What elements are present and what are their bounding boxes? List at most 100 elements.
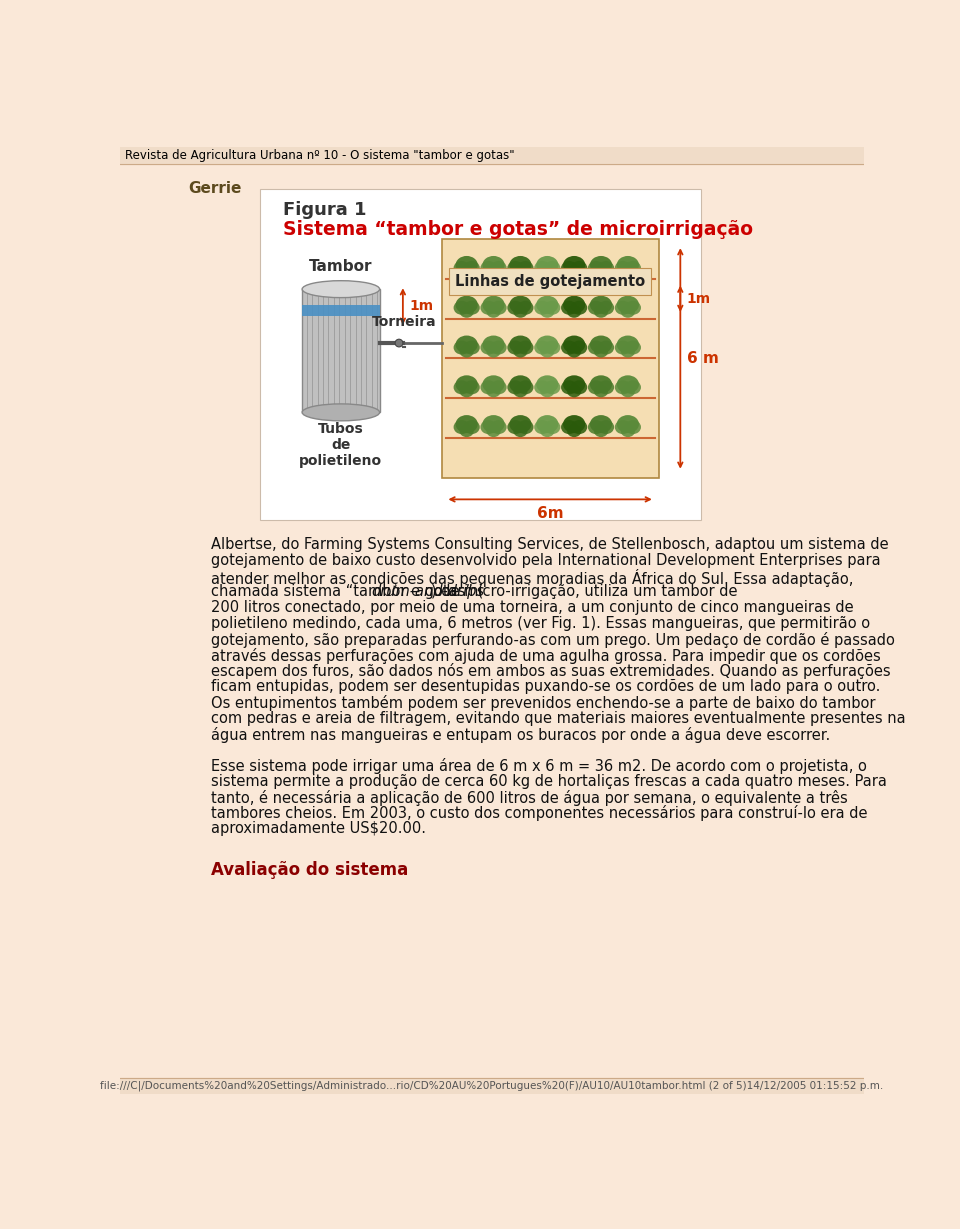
Text: atender melhor as condições das pequenas moradias da África do Sul. Essa adaptaç: atender melhor as condições das pequenas… [211,569,853,586]
Text: ficam entupidas, podem ser desentupidas puxando-se os cordões de um lado para o : ficam entupidas, podem ser desentupidas … [211,680,881,694]
Ellipse shape [614,261,631,275]
Ellipse shape [540,265,554,278]
Ellipse shape [491,380,507,395]
Ellipse shape [507,340,523,354]
Ellipse shape [480,301,496,315]
Ellipse shape [588,261,604,275]
Text: Os entupimentos também podem ser prevenidos enchendo-se a parte de baixo do tamb: Os entupimentos também podem ser preveni… [211,694,876,710]
Ellipse shape [460,265,473,278]
Ellipse shape [456,375,478,393]
Ellipse shape [514,425,527,438]
Text: aproximadamente US$20.00.: aproximadamente US$20.00. [211,821,426,836]
Ellipse shape [453,340,469,354]
Ellipse shape [487,386,500,397]
Ellipse shape [507,380,523,395]
Ellipse shape [537,296,559,313]
Text: Torneira: Torneira [372,315,437,329]
Text: chamada sistema “tambor e gotas” (: chamada sistema “tambor e gotas” ( [211,585,484,600]
Ellipse shape [460,425,473,438]
Ellipse shape [617,415,639,433]
Ellipse shape [487,345,500,358]
Ellipse shape [590,296,612,313]
Ellipse shape [590,256,612,274]
Ellipse shape [564,256,586,274]
Ellipse shape [571,340,588,354]
Ellipse shape [594,425,608,438]
Ellipse shape [614,380,631,395]
Ellipse shape [625,420,641,434]
Bar [259,189,701,520]
Ellipse shape [544,420,561,434]
Ellipse shape [456,336,478,354]
Ellipse shape [564,375,586,393]
Ellipse shape [544,340,561,354]
Ellipse shape [517,261,534,275]
Ellipse shape [590,375,612,393]
Ellipse shape [517,380,534,395]
Bar [120,1078,864,1094]
Text: polietileno medindo, cada uma, 6 metros (ver Fig. 1). Essas mangueiras, que perm: polietileno medindo, cada uma, 6 metros … [211,616,871,630]
Ellipse shape [487,306,500,318]
Ellipse shape [480,380,496,395]
Ellipse shape [487,265,500,278]
Ellipse shape [464,380,480,395]
Ellipse shape [621,306,635,318]
Ellipse shape [544,380,561,395]
Ellipse shape [621,386,635,397]
Ellipse shape [567,265,581,278]
Text: tanto, é necessária a aplicação de 600 litros de água por semana, o equivalente : tanto, é necessária a aplicação de 600 l… [211,790,849,806]
Ellipse shape [544,261,561,275]
Ellipse shape [561,380,577,395]
Text: file:///C|/Documents%20and%20Settings/Administrado...rio/CD%20AU%20Portugues%20(: file:///C|/Documents%20and%20Settings/Ad… [101,1080,883,1091]
Ellipse shape [540,306,554,318]
Ellipse shape [598,301,614,315]
Ellipse shape [588,301,604,315]
Ellipse shape [517,301,534,315]
Ellipse shape [464,420,480,434]
Ellipse shape [534,301,550,315]
Ellipse shape [617,336,639,354]
Ellipse shape [598,380,614,395]
Ellipse shape [534,261,550,275]
Ellipse shape [460,306,473,318]
Ellipse shape [617,375,639,393]
Text: gotejamento de baixo custo desenvolvido pela International Development Enterpris: gotejamento de baixo custo desenvolvido … [211,553,881,568]
Ellipse shape [598,261,614,275]
Ellipse shape [561,420,577,434]
Ellipse shape [567,306,581,318]
Ellipse shape [534,420,550,434]
Ellipse shape [483,415,505,433]
Ellipse shape [537,336,559,354]
Ellipse shape [561,301,577,315]
Ellipse shape [571,380,588,395]
Ellipse shape [507,301,523,315]
Ellipse shape [510,415,532,433]
Text: Sistema “tambor e gotas” de microirrigação: Sistema “tambor e gotas” de microirrigaç… [283,220,753,238]
Ellipse shape [594,345,608,358]
Ellipse shape [588,340,604,354]
Ellipse shape [480,340,496,354]
Ellipse shape [537,256,559,274]
Text: Avaliação do sistema: Avaliação do sistema [211,860,409,879]
Text: Esse sistema pode irrigar uma área de 6 m x 6 m = 36 m2. De acordo com o projeti: Esse sistema pode irrigar uma área de 6 … [211,758,867,774]
Ellipse shape [567,386,581,397]
Ellipse shape [621,265,635,278]
Ellipse shape [483,256,505,274]
Ellipse shape [625,380,641,395]
Text: água entrem nas mangueiras e entupam os buracos por onde a água deve escorrer.: água entrem nas mangueiras e entupam os … [211,726,830,742]
Ellipse shape [625,261,641,275]
Ellipse shape [453,420,469,434]
Ellipse shape [617,296,639,313]
Text: ) de micro-irrigação, utiliza um tambor de: ) de micro-irrigação, utiliza um tambor … [430,585,737,600]
Text: 6 m: 6 m [686,351,718,366]
Text: Revista de Agricultura Urbana nº 10 - O sistema "tambor e gotas": Revista de Agricultura Urbana nº 10 - O … [125,150,515,162]
Text: Tubos
de
polietileno: Tubos de polietileno [300,422,382,468]
Ellipse shape [456,296,478,313]
Circle shape [396,339,403,347]
Ellipse shape [517,420,534,434]
Ellipse shape [453,301,469,315]
Text: drum-and-drips: drum-and-drips [371,585,484,600]
Text: Albertse, do Farming Systems Consulting Services, de Stellenbosch, adaptou um si: Albertse, do Farming Systems Consulting … [211,537,889,552]
Ellipse shape [564,296,586,313]
Ellipse shape [540,425,554,438]
